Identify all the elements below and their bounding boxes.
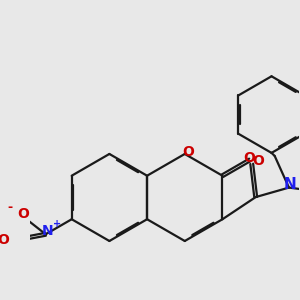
Text: -: - xyxy=(8,201,13,214)
Text: N: N xyxy=(41,224,53,238)
Text: N: N xyxy=(284,177,296,192)
Text: O: O xyxy=(0,233,9,247)
Text: O: O xyxy=(17,207,28,221)
Text: O: O xyxy=(182,145,194,159)
Text: +: + xyxy=(53,219,61,229)
Text: O: O xyxy=(243,151,255,164)
Text: O: O xyxy=(253,154,265,169)
